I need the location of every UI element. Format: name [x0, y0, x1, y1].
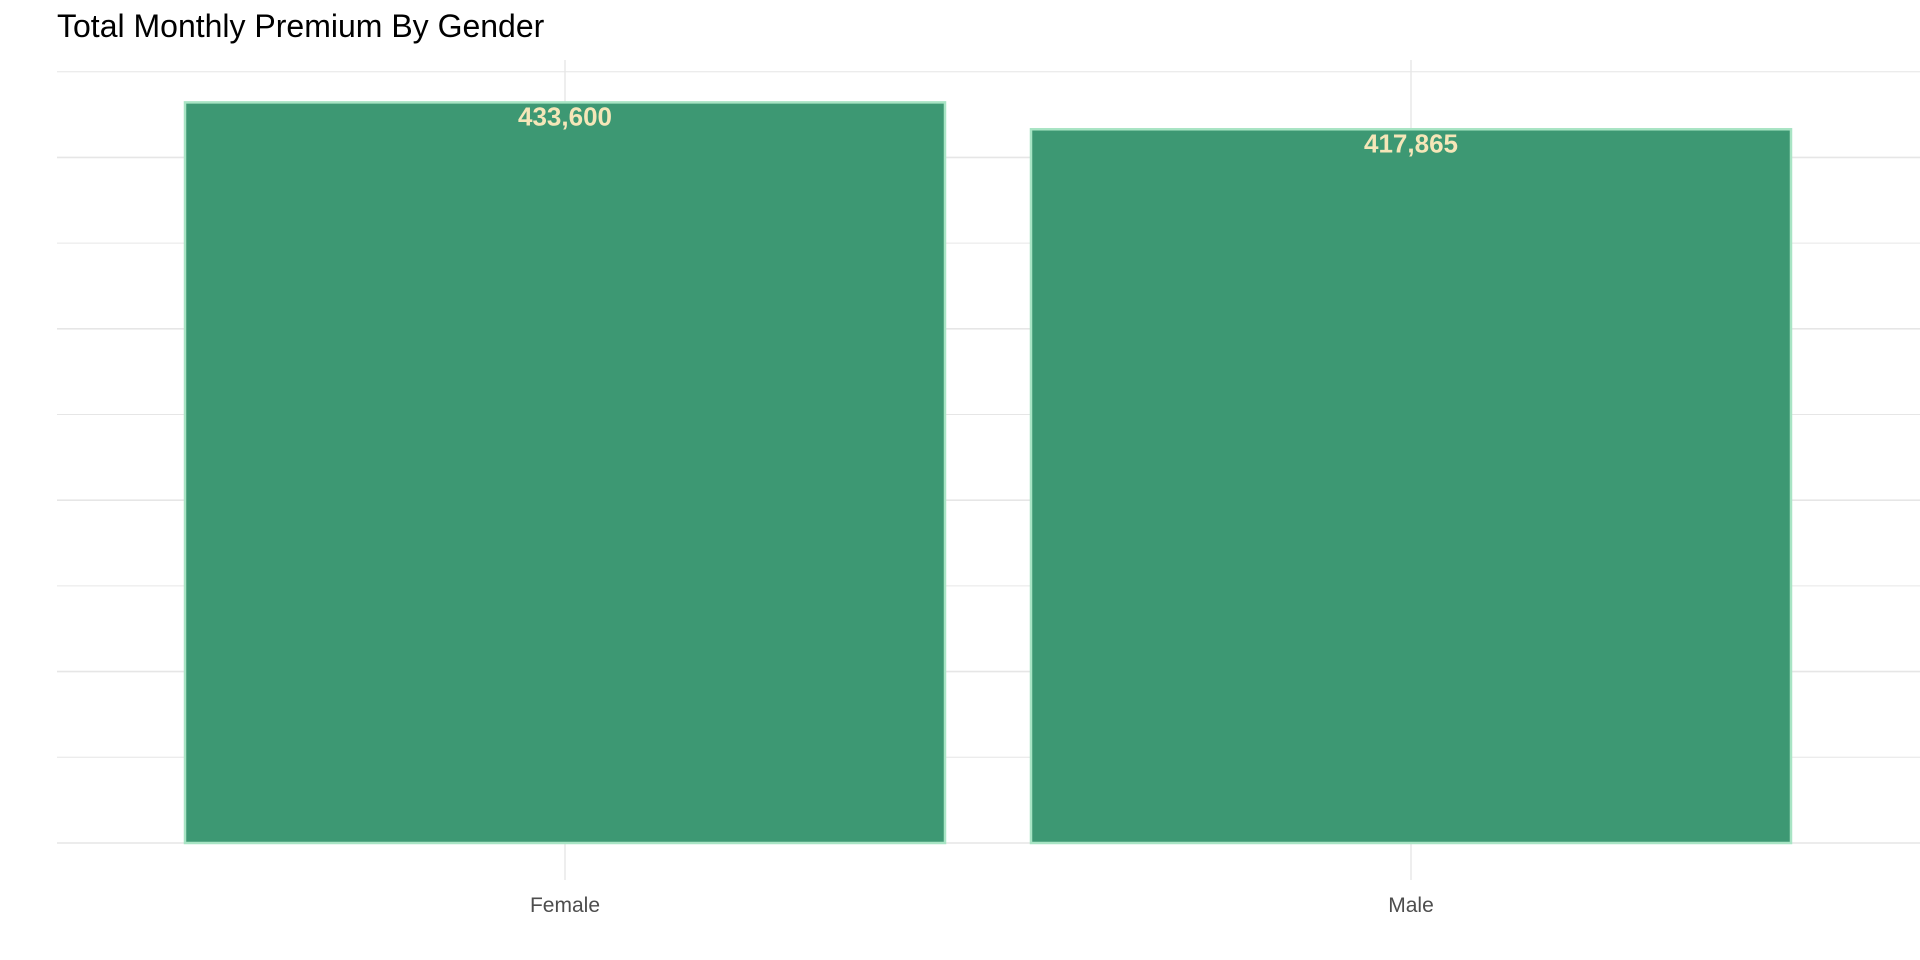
x-tick-label-female: Female [530, 894, 600, 917]
data-labels: 433,600 417,865 [518, 101, 1458, 158]
x-tick-label-male: Male [1388, 894, 1434, 917]
bar-female [183, 101, 947, 845]
bar-male [1029, 128, 1793, 845]
bars [183, 101, 1793, 845]
x-axis: Female Male [530, 894, 1434, 917]
chart-title: Total Monthly Premium By Gender [57, 8, 545, 44]
data-label-female: 433,600 [518, 101, 612, 131]
data-label-male: 417,865 [1364, 128, 1458, 158]
